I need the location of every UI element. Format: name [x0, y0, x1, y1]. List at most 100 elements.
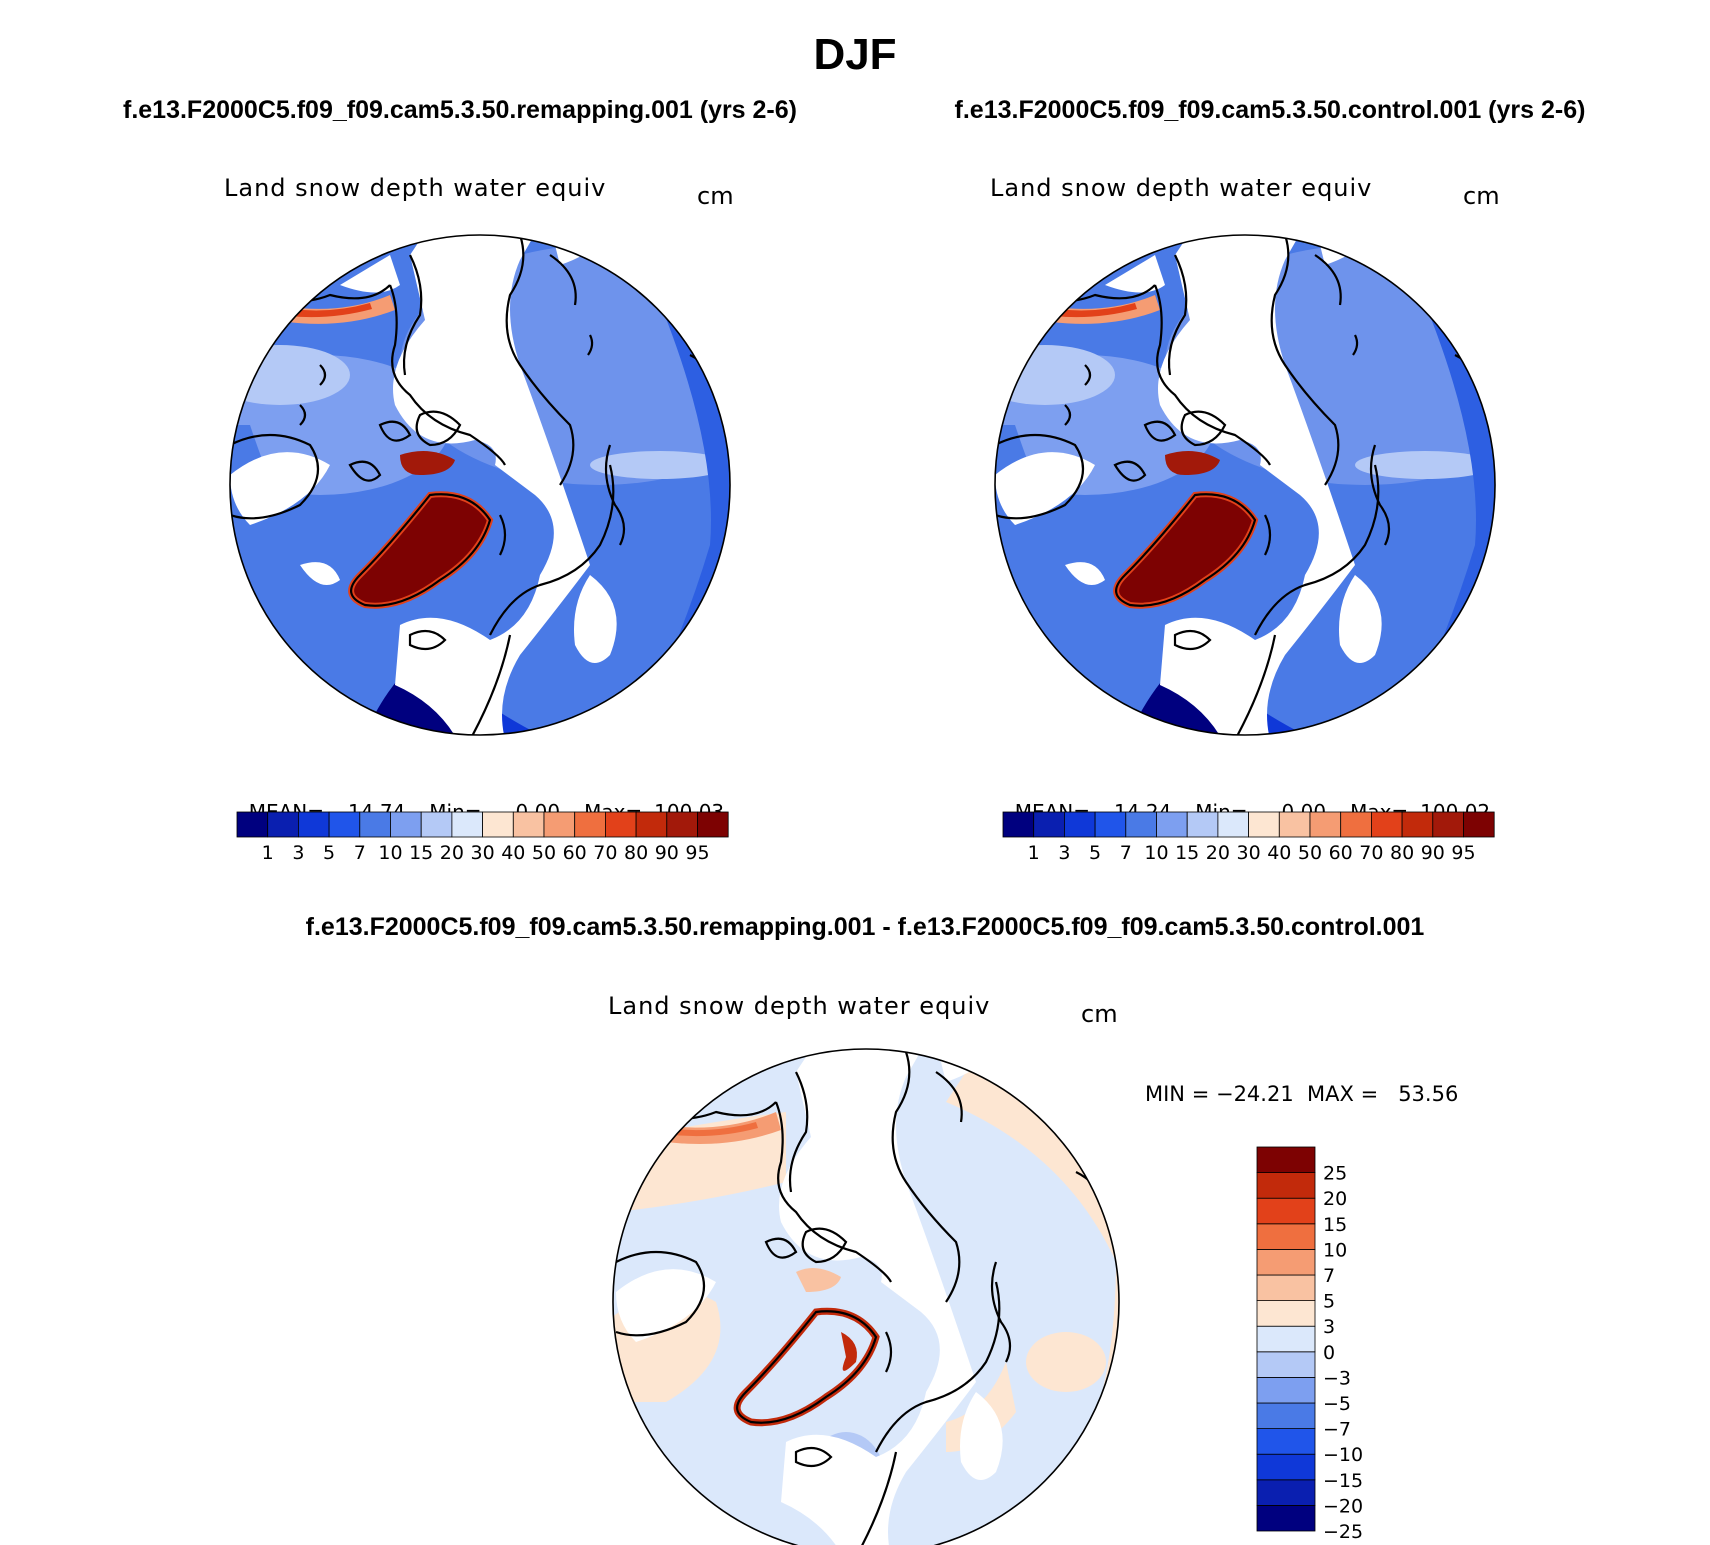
left-map: [229, 234, 731, 736]
left-colorbar-tick-label: 70: [593, 842, 617, 864]
diff-colorbar-swatch: [1256, 1223, 1316, 1250]
left-colorbar-tick-label: 1: [262, 842, 274, 864]
diff-colorbar-tick-label: 3: [1323, 1316, 1335, 1338]
right-colorbar-tick-label: 1: [1028, 842, 1040, 864]
right-colorbar-swatch: [1217, 811, 1250, 838]
right-var-title: Land snow depth water equiv: [990, 174, 1373, 202]
right-colorbar-swatch: [1309, 811, 1342, 838]
left-colorbar-tick-label: 95: [685, 842, 709, 864]
diff-colorbar-tick-label: 15: [1323, 1214, 1347, 1236]
diff-minmax: MIN = −24.21 MAX = 53.56: [1145, 1082, 1459, 1106]
right-case-title: f.e13.F2000C5.f09_f09.cam5.3.50.control.…: [954, 96, 1586, 124]
right-colorbar-tick-label: 60: [1329, 842, 1353, 864]
diff-colorbar-tick-label: −10: [1323, 1444, 1363, 1466]
diff-colorbar-tick-label: −20: [1323, 1495, 1363, 1517]
right-colorbar-swatch: [1002, 811, 1035, 838]
left-colorbar: 1 3 5 7 10 15 20 30 40 50 60 70 80 90 95: [236, 811, 729, 864]
left-colorbar-swatch: [390, 811, 422, 838]
diff-colorbar-tick-label: −15: [1323, 1470, 1363, 1492]
diff-colorbar-swatch: [1256, 1274, 1316, 1302]
left-colorbar-swatch: [482, 811, 514, 838]
diff-colorbar-swatch: [1256, 1479, 1316, 1506]
left-colorbar-swatch: [666, 811, 698, 838]
diff-colorbar-tick-label: −25: [1323, 1521, 1363, 1543]
left-colorbar-tick-label: 20: [440, 842, 464, 864]
right-colorbar-swatch: [1371, 811, 1403, 838]
diff-colorbar-swatch: [1256, 1505, 1316, 1532]
left-colorbar-tick-label: 10: [378, 842, 402, 864]
right-colorbar: 1 3 5 7 10 15 20 30 40 50 60 70 80 90 95: [1002, 811, 1495, 864]
diff-var-title: Land snow depth water equiv: [608, 992, 991, 1020]
right-colorbar-swatch: [1248, 811, 1280, 838]
diff-colorbar-swatch: [1256, 1377, 1316, 1404]
right-colorbar-tick-label: 30: [1237, 842, 1261, 864]
right-colorbar-swatch: [1340, 811, 1372, 838]
left-colorbar-tick-label: 90: [655, 842, 679, 864]
diff-colorbar-tick-label: −3: [1323, 1367, 1351, 1389]
diff-case-title: f.e13.F2000C5.f09_f09.cam5.3.50.remappin…: [305, 913, 1425, 941]
right-colorbar-tick-label: 80: [1390, 842, 1414, 864]
diff-colorbar: 25 20 15 10 7 5 3 0 −3 −5 −7 −10 −15 −20 −25: [1256, 1146, 1363, 1543]
left-colorbar-swatch: [359, 811, 391, 838]
left-colorbar-swatch: [451, 811, 483, 838]
diff-colorbar-swatch: [1256, 1428, 1316, 1455]
left-colorbar-swatch: [574, 811, 606, 838]
right-colorbar-swatch: [1186, 811, 1219, 838]
diff-colorbar-swatch: [1256, 1402, 1316, 1430]
right-colorbar-tick-label: 7: [1120, 842, 1132, 864]
left-colorbar-swatch: [420, 811, 453, 838]
season-title: DJF: [813, 30, 897, 79]
diff-colorbar-swatch: [1256, 1300, 1316, 1327]
left-colorbar-tick-label: 3: [292, 842, 304, 864]
right-colorbar-tick-label: 95: [1451, 842, 1475, 864]
diff-units: cm: [1081, 1000, 1118, 1028]
left-colorbar-swatch: [297, 811, 330, 838]
right-colorbar-tick-label: 70: [1359, 842, 1383, 864]
right-colorbar-swatch: [1094, 811, 1127, 838]
diff-colorbar-swatch: [1256, 1146, 1316, 1174]
left-colorbar-swatch: [236, 811, 269, 838]
diff-colorbar-tick-label: 0: [1323, 1342, 1335, 1364]
right-colorbar-tick-label: 50: [1298, 842, 1322, 864]
left-colorbar-swatch: [543, 811, 576, 838]
right-colorbar-swatch: [1432, 811, 1464, 838]
diff-colorbar-swatch: [1256, 1351, 1316, 1378]
left-colorbar-swatch: [267, 811, 299, 838]
diff-colorbar-swatch: [1256, 1197, 1316, 1225]
right-colorbar-swatch: [1156, 811, 1188, 838]
left-colorbar-swatch: [697, 811, 729, 838]
diff-colorbar-tick-label: 10: [1323, 1239, 1347, 1261]
right-colorbar-tick-label: 5: [1089, 842, 1101, 864]
diff-colorbar-swatch: [1256, 1453, 1316, 1481]
left-colorbar-swatch: [635, 811, 668, 838]
right-colorbar-tick-label: 40: [1267, 842, 1291, 864]
diff-colorbar-tick-label: 25: [1323, 1163, 1347, 1185]
left-colorbar-tick-label: 30: [471, 842, 495, 864]
left-colorbar-tick-label: 7: [354, 842, 366, 864]
right-colorbar-swatch: [1463, 811, 1495, 838]
right-colorbar-tick-label: 15: [1175, 842, 1199, 864]
left-colorbar-tick-label: 15: [409, 842, 433, 864]
right-colorbar-swatch: [1278, 811, 1311, 838]
diff-colorbar-tick-label: 20: [1323, 1188, 1347, 1210]
right-colorbar-tick-label: 90: [1421, 842, 1445, 864]
right-colorbar-swatch: [1125, 811, 1157, 838]
diff-map: [612, 1048, 1120, 1545]
right-map: [994, 234, 1496, 736]
diff-colorbar-tick-label: −7: [1323, 1419, 1351, 1441]
diff-colorbar-tick-label: 7: [1323, 1265, 1335, 1287]
right-colorbar-tick-label: 10: [1144, 842, 1168, 864]
right-units: cm: [1463, 182, 1500, 210]
left-colorbar-tick-label: 80: [624, 842, 648, 864]
diff-colorbar-tick-label: −5: [1323, 1393, 1351, 1415]
left-colorbar-tick-label: 50: [532, 842, 556, 864]
right-colorbar-swatch: [1064, 811, 1096, 838]
diff-colorbar-swatch: [1256, 1325, 1316, 1353]
right-colorbar-swatch: [1401, 811, 1434, 838]
left-var-title: Land snow depth water equiv: [224, 174, 607, 202]
left-colorbar-tick-label: 5: [323, 842, 335, 864]
right-colorbar-tick-label: 3: [1058, 842, 1070, 864]
left-case-title: f.e13.F2000C5.f09_f09.cam5.3.50.remappin…: [123, 96, 797, 124]
left-colorbar-swatch: [328, 811, 361, 838]
